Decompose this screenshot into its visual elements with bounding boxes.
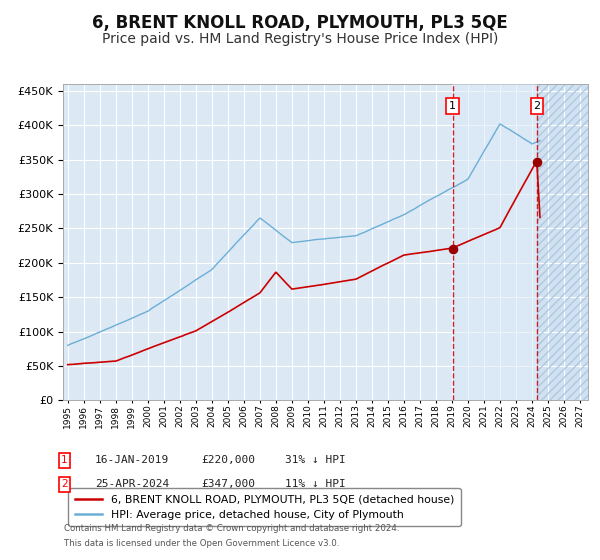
Text: 31% ↓ HPI: 31% ↓ HPI: [285, 455, 346, 465]
Point: [532, 157, 542, 166]
Bar: [537, 84, 588, 400]
Legend: 6, BRENT KNOLL ROAD, PLYMOUTH, PL3 5QE (detached house), HPI: Average price, det: 6, BRENT KNOLL ROAD, PLYMOUTH, PL3 5QE (…: [68, 488, 461, 526]
Text: 16-JAN-2019: 16-JAN-2019: [95, 455, 169, 465]
Bar: [452, 84, 537, 400]
Text: 6, BRENT KNOLL ROAD, PLYMOUTH, PL3 5QE: 6, BRENT KNOLL ROAD, PLYMOUTH, PL3 5QE: [92, 14, 508, 32]
Text: 25-APR-2024: 25-APR-2024: [95, 479, 169, 489]
Text: 2: 2: [533, 101, 541, 111]
Text: This data is licensed under the Open Government Licence v3.0.: This data is licensed under the Open Gov…: [64, 539, 340, 548]
Bar: [537, 84, 588, 400]
Text: 2: 2: [61, 479, 68, 489]
Text: 1: 1: [61, 455, 68, 465]
Text: Price paid vs. HM Land Registry's House Price Index (HPI): Price paid vs. HM Land Registry's House …: [102, 32, 498, 46]
Text: 11% ↓ HPI: 11% ↓ HPI: [285, 479, 346, 489]
Text: Contains HM Land Registry data © Crown copyright and database right 2024.: Contains HM Land Registry data © Crown c…: [64, 524, 400, 533]
Text: £347,000: £347,000: [201, 479, 255, 489]
Text: £220,000: £220,000: [201, 455, 255, 465]
Point: [448, 245, 457, 254]
Text: 1: 1: [449, 101, 456, 111]
